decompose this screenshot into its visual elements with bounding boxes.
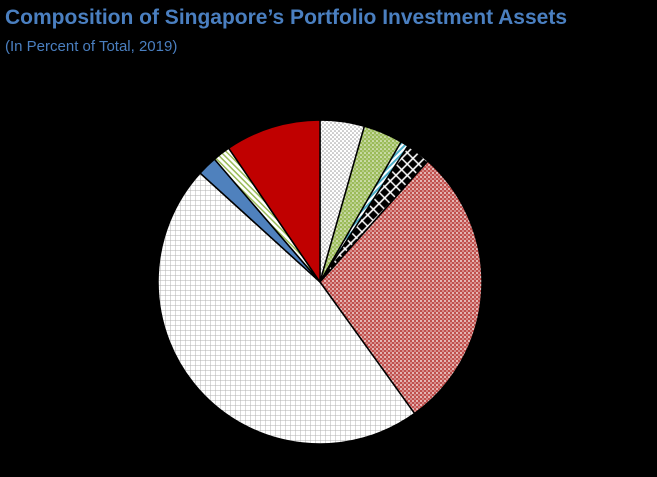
- chart-subtitle: (In Percent of Total, 2019): [5, 38, 178, 55]
- pie-slice-6: [157, 171, 416, 445]
- chart-title: Composition of Singapore’s Portfolio Inv…: [5, 6, 568, 29]
- pie-slice-5: [319, 160, 483, 415]
- pie-slice-9: [227, 119, 321, 285]
- pie-slices: [157, 119, 483, 445]
